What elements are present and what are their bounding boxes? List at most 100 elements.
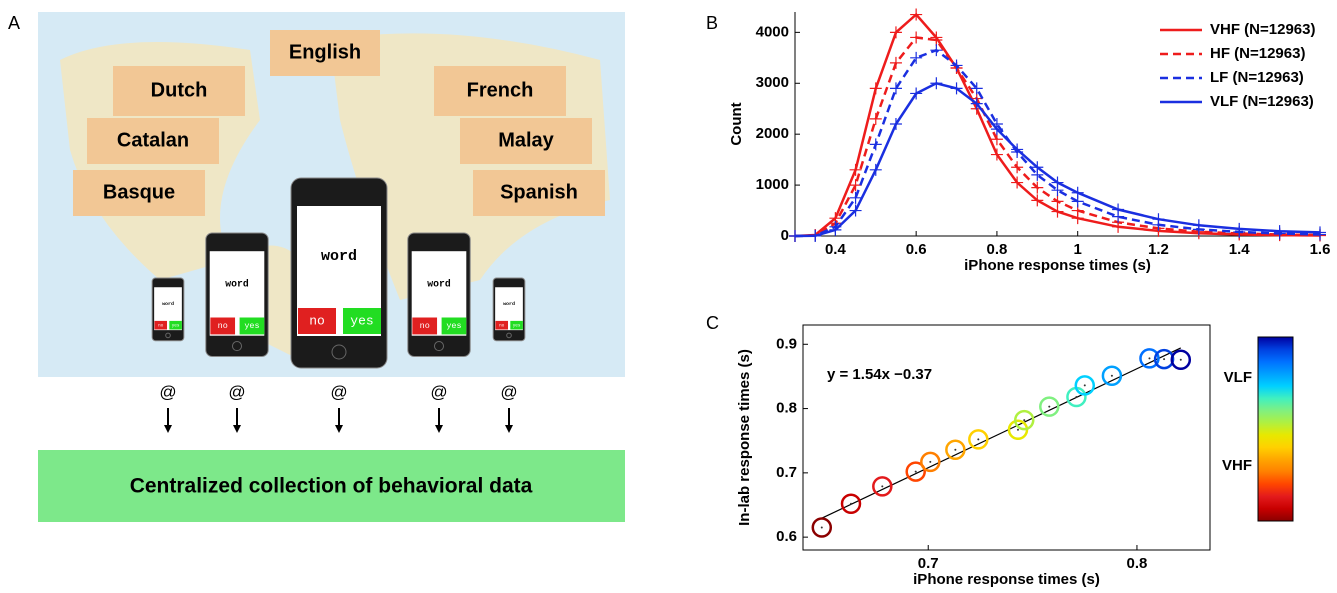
x-axis-label: iPhone response times (s) [913, 571, 1100, 588]
point-marker [809, 229, 822, 242]
language-box [113, 66, 245, 116]
language-label: English [289, 41, 361, 63]
yes-button [239, 317, 265, 335]
point-marker [910, 51, 923, 64]
point-marker [930, 34, 943, 46]
panel-label: A [8, 13, 20, 33]
point-marker [849, 204, 862, 217]
arrow-head [164, 425, 172, 433]
at-symbol: @ [228, 382, 245, 401]
phone-word: word [503, 301, 515, 307]
y-axis-label: In-lab response times (s) [736, 349, 753, 526]
series-line [794, 36, 1321, 238]
no-button [298, 308, 336, 334]
x-tick-label: 0.7 [918, 555, 939, 572]
language-label: Dutch [151, 79, 208, 101]
x-tick-label: 0.4 [825, 241, 847, 258]
scatter-point [920, 451, 941, 473]
arrow-head [233, 425, 241, 433]
point-marker [1011, 161, 1024, 174]
point-marker [990, 148, 1003, 161]
y-tick-label: 0 [781, 227, 789, 244]
y-tick-label: 0.8 [776, 400, 797, 417]
point-marker [1031, 181, 1044, 194]
at-symbol: @ [159, 382, 176, 401]
scatter-point [840, 493, 862, 514]
phone-word: word [225, 278, 249, 289]
no-button [412, 317, 438, 335]
language-box [460, 118, 592, 164]
yes-button [441, 317, 467, 335]
point-center [881, 485, 884, 488]
language-box [473, 170, 605, 216]
point-center [820, 526, 823, 529]
panel-label: C [706, 313, 719, 333]
point-marker [1051, 205, 1064, 218]
point-marker [829, 223, 842, 236]
point-marker [1031, 194, 1044, 207]
point-marker [910, 31, 923, 44]
no-button [154, 320, 168, 330]
point-marker [869, 112, 882, 125]
point-center [977, 438, 980, 441]
point-marker [889, 82, 902, 95]
yes-label: yes [446, 321, 461, 331]
point-center [929, 460, 932, 463]
point-marker [1031, 161, 1044, 174]
scatter-point [1153, 348, 1175, 370]
language-label: French [467, 79, 534, 101]
no-label: no [309, 313, 325, 328]
collection-text: Centralized collection of behavioral dat… [130, 475, 533, 498]
colorbar [1257, 336, 1294, 522]
scatter-point [905, 461, 926, 482]
x-tick-label: 1.4 [1229, 241, 1251, 258]
home-button [231, 341, 243, 352]
point-center [954, 448, 957, 451]
point-marker [990, 133, 1003, 146]
scatter-point [968, 429, 989, 450]
point-marker [869, 138, 882, 151]
language-label: Catalan [117, 129, 189, 151]
point-marker [950, 82, 963, 95]
point-marker [849, 163, 862, 176]
arrow-head [435, 425, 443, 433]
point-center [1179, 358, 1182, 361]
legend-label: LF (N=12963) [1210, 69, 1304, 86]
point-marker [849, 191, 862, 204]
home-button [165, 332, 171, 339]
point-marker [970, 82, 983, 95]
series-line [794, 48, 1321, 238]
scatter-point [945, 439, 966, 460]
point-marker [849, 179, 862, 192]
phone-word: word [427, 278, 451, 289]
x-tick-label: 0.6 [906, 241, 927, 258]
point-marker [1273, 225, 1286, 238]
legend-label: VHF (N=12963) [1210, 21, 1315, 38]
no-label: no [499, 323, 505, 328]
point-marker [889, 56, 902, 69]
scatter-point [1013, 409, 1035, 431]
point-marker [889, 118, 902, 130]
point-marker [889, 26, 902, 39]
point-center [1148, 357, 1151, 360]
point-marker [1011, 143, 1024, 156]
scatter-point [811, 517, 833, 538]
no-label: no [218, 321, 228, 331]
point-center [1075, 396, 1078, 398]
point-marker [1051, 176, 1064, 189]
language-box [73, 170, 205, 216]
point-marker [1233, 222, 1246, 235]
yes-label: yes [244, 321, 259, 331]
point-marker [869, 82, 882, 95]
at-symbol: @ [500, 382, 517, 401]
language-box [434, 66, 566, 116]
legend-label: VLF (N=12963) [1210, 93, 1314, 110]
language-box [87, 118, 219, 164]
y-tick-label: 3000 [756, 74, 789, 91]
collection-banner [38, 450, 625, 522]
arrow-head [335, 425, 343, 433]
point-marker [930, 77, 943, 90]
y-axis-label: Count [728, 102, 745, 145]
y-tick-label: 0.9 [776, 335, 797, 352]
